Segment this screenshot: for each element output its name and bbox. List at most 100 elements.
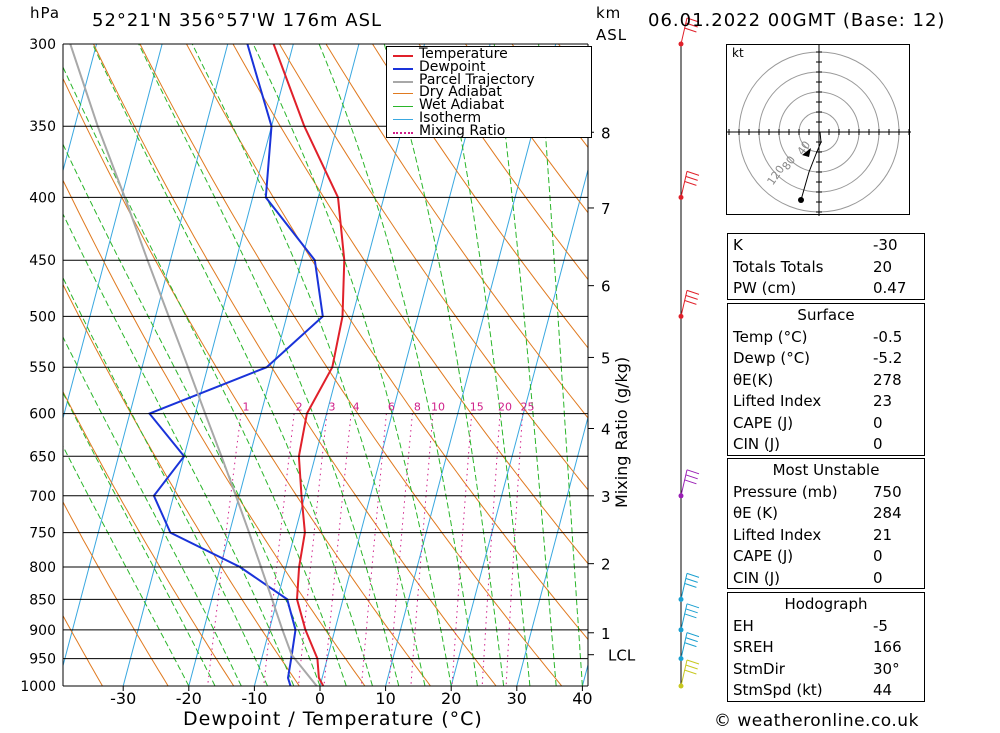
unstable-row: Lifted Index 21 bbox=[733, 525, 893, 544]
pressure-tick-label: 550 bbox=[29, 360, 56, 376]
wet-adiabat-line bbox=[63, 391, 216, 686]
mixing-ratio-label: 2 bbox=[296, 401, 303, 414]
x-axis-label: Dewpoint / Temperature (°C) bbox=[183, 708, 483, 730]
unstable-row: Pressure (mb) 750 bbox=[733, 482, 902, 501]
wind-barb-flag bbox=[684, 613, 697, 619]
wind-barb-flag bbox=[685, 608, 698, 614]
surface-row: θE(K) 278 bbox=[733, 370, 902, 389]
km-tick-label: 1 bbox=[601, 625, 611, 643]
wind-barb-flag bbox=[686, 289, 700, 295]
dry-adiabat-line bbox=[279, 44, 588, 491]
chart-legend: Temperature Dewpoint Parcel Trajectory D… bbox=[386, 46, 592, 139]
km-tick-label: 7 bbox=[601, 200, 611, 218]
wind-barb-flag bbox=[686, 572, 700, 578]
x-tick-label: 10 bbox=[375, 689, 395, 708]
wet-adiabat-line bbox=[383, 44, 505, 686]
pressure-tick-label: 400 bbox=[29, 190, 56, 206]
mixing-ratio-line bbox=[451, 413, 473, 686]
pressure-tick-label: 800 bbox=[29, 560, 56, 576]
x-tick-label: -30 bbox=[110, 689, 136, 708]
copyright-link[interactable]: © weatheronline.co.uk bbox=[714, 711, 919, 731]
wind-barb-flag bbox=[684, 299, 697, 305]
pressure-unit-label: hPa bbox=[30, 4, 61, 22]
hodograph-row: SREH 166 bbox=[733, 638, 902, 656]
surface-indices-box: Surface Temp (°C) -0.5 Dewp (°C) -5.2 θE(K… bbox=[727, 303, 925, 456]
dry-adiabat-line bbox=[63, 614, 103, 686]
dry-adiabat-line bbox=[139, 44, 563, 686]
wind-barb-staff bbox=[680, 573, 688, 600]
wind-barb-flag bbox=[684, 479, 697, 485]
mixing-ratio-label: 20 bbox=[498, 401, 512, 414]
wind-barb-flag bbox=[686, 603, 700, 609]
unstable-indices-box: Most Unstable Pressure (mb) 750 θE (K) 284… bbox=[727, 458, 925, 589]
wet-adiabat-line bbox=[538, 44, 583, 686]
km-tick-label: 2 bbox=[601, 556, 611, 574]
unstable-row: CAPE (J) 0 bbox=[733, 547, 883, 565]
mixing-ratio-label: 3 bbox=[328, 401, 335, 414]
surface-title: Surface bbox=[797, 306, 855, 324]
x-tick-label: 20 bbox=[441, 689, 461, 708]
mixing-ratio-line bbox=[505, 413, 523, 686]
basic-indices-box: K -30 Totals Totals 20 PW (cm) 0.47 bbox=[727, 233, 925, 300]
wind-barb-flag bbox=[684, 27, 697, 33]
pressure-tick-label: 700 bbox=[29, 489, 56, 505]
km-tick-label: LCL bbox=[608, 647, 636, 665]
surface-row: Dewp (°C) -5.2 bbox=[733, 349, 903, 367]
wet-adiabat-line bbox=[318, 44, 478, 686]
pressure-tick-label: 650 bbox=[29, 449, 56, 465]
dry-adiabat-line bbox=[186, 44, 588, 641]
wet-adiabat-line bbox=[138, 44, 400, 686]
temperature-series-line bbox=[272, 44, 346, 686]
unstable-row: CIN (J) 0 bbox=[733, 568, 883, 587]
legend-item-dewpoint: Dewpoint bbox=[387, 59, 591, 75]
legend-item-temperature: Temperature bbox=[387, 46, 591, 62]
pressure-tick-label: 350 bbox=[29, 119, 56, 135]
km-tick-label: 8 bbox=[601, 124, 611, 142]
dry-adiabat-line bbox=[325, 44, 588, 419]
x-tick-label: 40 bbox=[572, 689, 592, 708]
isotherm-line bbox=[63, 44, 98, 173]
wind-barb-flag bbox=[686, 170, 700, 176]
wind-barb-flag bbox=[685, 577, 698, 583]
hodograph-trace bbox=[800, 131, 822, 201]
legend-item-parcel: Parcel Trajectory bbox=[387, 72, 591, 88]
km-tick-label: 5 bbox=[601, 349, 611, 367]
legend-item-wet-adiabat: Wet Adiabat bbox=[387, 97, 591, 113]
surface-row: Lifted Index 23 bbox=[733, 392, 893, 410]
isotherm-line bbox=[319, 44, 491, 686]
wind-barb-flag bbox=[684, 582, 697, 588]
unstable-row: θE (K) 284 bbox=[733, 504, 902, 522]
mixing-ratio-label: 4 bbox=[353, 401, 360, 414]
dry-adiabat-line bbox=[931, 44, 1000, 686]
mixing-ratio-label: 15 bbox=[470, 401, 484, 414]
wind-barb-flag bbox=[686, 659, 700, 665]
pressure-tick-label: 600 bbox=[29, 407, 56, 423]
wind-barb-flag bbox=[684, 669, 697, 675]
wind-barb-flag bbox=[684, 642, 697, 648]
wind-barb-flag bbox=[684, 180, 697, 186]
wind-barb-flag bbox=[686, 632, 700, 638]
wet-adiabat-line bbox=[252, 44, 452, 686]
asl-unit-label: ASL bbox=[596, 26, 628, 44]
km-tick-label: 4 bbox=[601, 421, 611, 439]
unstable-title: Most Unstable bbox=[772, 461, 880, 479]
wet-adiabat-line bbox=[63, 65, 347, 686]
wind-barb-flag bbox=[685, 637, 698, 643]
hodograph-indices-box: Hodograph EH -5 SREH 166 StmDir 30° StmSpd … bbox=[727, 592, 925, 702]
wet-adiabat-line bbox=[92, 44, 373, 686]
isotherm-line bbox=[63, 44, 229, 668]
mixing-ratio-line bbox=[207, 413, 242, 686]
wind-barb-flag bbox=[685, 22, 698, 28]
hodograph-row: EH -5 bbox=[733, 616, 888, 635]
mixing-ratio-axis-label: Mixing Ratio (g/kg) bbox=[612, 356, 631, 508]
mixing-ratio-line bbox=[263, 413, 295, 686]
km-tick-label: 3 bbox=[601, 488, 611, 506]
x-tick-label: -20 bbox=[176, 689, 202, 708]
pressure-tick-label: 850 bbox=[29, 592, 56, 608]
pressure-tick-label: 300 bbox=[29, 37, 56, 53]
mixing-ratio-line bbox=[360, 413, 387, 686]
pressure-tick-label: 500 bbox=[29, 309, 56, 325]
index-row-k: K -30 bbox=[733, 236, 898, 254]
isotherm-line bbox=[253, 44, 426, 686]
